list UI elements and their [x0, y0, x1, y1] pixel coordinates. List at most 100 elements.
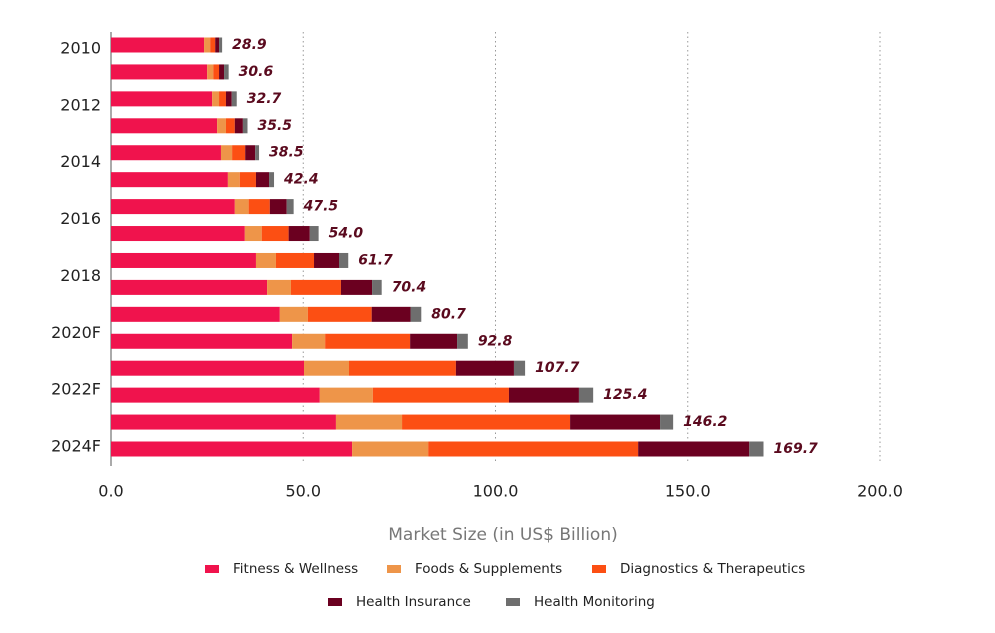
y-tick-label: 2020F [51, 323, 101, 342]
bar-segment [349, 360, 456, 376]
total-label: 80.7 [431, 306, 466, 322]
total-label: 32.7 [247, 91, 282, 107]
bar-segment [111, 306, 280, 322]
legend-label: Foods & Supplements [415, 561, 562, 577]
bar-segment [239, 172, 256, 188]
bar-segment [309, 226, 319, 242]
bar-segment [227, 172, 240, 188]
bar-segment [207, 64, 214, 80]
bar-segment [204, 37, 211, 53]
x-tick-label: 100.0 [473, 482, 519, 501]
bar-segment [660, 414, 674, 430]
bar-segment [255, 145, 260, 161]
bar-segment [111, 118, 218, 134]
total-label: 169.7 [773, 441, 818, 457]
total-label: 146.2 [683, 414, 727, 430]
bar-segment [455, 360, 514, 376]
bar-segment [307, 306, 372, 322]
x-axis-title: Market Size (in US$ Billion) [388, 525, 618, 545]
x-tick-label: 150.0 [665, 482, 711, 501]
bar-segment [410, 333, 458, 349]
y-tick-label: 2012 [60, 95, 101, 114]
bar-segment [279, 306, 308, 322]
y-tick-label: 2022F [51, 380, 101, 399]
bar-segment [335, 414, 403, 430]
legend-swatch [506, 598, 520, 606]
total-label: 54.0 [329, 226, 364, 242]
bar-segment [513, 360, 526, 376]
bar-segment [371, 306, 411, 322]
bar-segment [578, 387, 594, 403]
bar-segment [570, 414, 661, 430]
bar-segment [111, 360, 305, 376]
bar-segment [428, 441, 639, 457]
bar-segment [352, 441, 429, 457]
bar-segment [210, 37, 216, 53]
bar-segment [288, 226, 310, 242]
legend-swatch [387, 565, 401, 573]
bar-segment [269, 199, 287, 215]
bar-segment [245, 145, 256, 161]
bar-segment [255, 172, 270, 188]
bar-segment [749, 441, 764, 457]
y-tick-label: 2024F [51, 437, 101, 456]
bar-segment [225, 118, 235, 134]
x-tick-label: 50.0 [285, 482, 321, 501]
legend-label: Health Monitoring [534, 594, 655, 610]
bar-segment [232, 145, 246, 161]
total-label: 92.8 [478, 333, 513, 349]
bar-segment [111, 91, 213, 107]
bar-segment [219, 91, 226, 107]
bar-segment [508, 387, 579, 403]
bar-segment [275, 252, 315, 268]
bar-segment [217, 118, 226, 134]
y-tick-label: 2018 [60, 266, 101, 285]
bar-segment [111, 387, 320, 403]
bar-segment [372, 279, 382, 295]
total-label: 125.4 [603, 387, 647, 403]
total-label: 70.4 [392, 279, 427, 295]
bar-segment [219, 64, 225, 80]
legend-label: Diagnostics & Therapeutics [620, 561, 805, 577]
bar-segment [248, 199, 270, 215]
bar-segment [290, 279, 341, 295]
bar-segment [325, 333, 411, 349]
bar-segment [111, 441, 353, 457]
x-tick-label: 200.0 [857, 482, 903, 501]
bar-segment [212, 91, 220, 107]
bar-segment [234, 199, 249, 215]
bar-segment [244, 226, 262, 242]
total-label: 61.7 [358, 252, 393, 268]
bar-segment [292, 333, 326, 349]
total-label: 42.4 [283, 172, 319, 188]
bar-segment [340, 279, 373, 295]
bar-segment [224, 64, 229, 80]
bar-segment [261, 226, 289, 242]
total-label: 35.5 [257, 118, 292, 134]
bar-segment [372, 387, 509, 403]
bar-segment [410, 306, 422, 322]
bar-segment [242, 118, 248, 134]
bar-segment [457, 333, 468, 349]
bar-segment [111, 64, 208, 80]
legend-label: Fitness & Wellness [233, 561, 358, 577]
total-label: 47.5 [303, 199, 339, 215]
bar-segment [215, 37, 220, 53]
bar-segment [402, 414, 571, 430]
legend-swatch [592, 565, 606, 573]
y-tick-label: 2014 [60, 152, 101, 171]
bar-segment [267, 279, 291, 295]
bar-segment [339, 252, 349, 268]
legend-swatch [328, 598, 342, 606]
bar-segment [111, 279, 268, 295]
bar-segment [111, 172, 228, 188]
legend-swatch [205, 565, 219, 573]
bar-segment [111, 37, 205, 53]
total-label: 28.9 [232, 37, 267, 53]
bar-segment [111, 414, 336, 430]
bar-segment [219, 37, 223, 53]
bar-segment [111, 226, 245, 242]
bar-segment [269, 172, 275, 188]
total-label: 30.6 [239, 64, 274, 80]
bar-segment [286, 199, 294, 215]
